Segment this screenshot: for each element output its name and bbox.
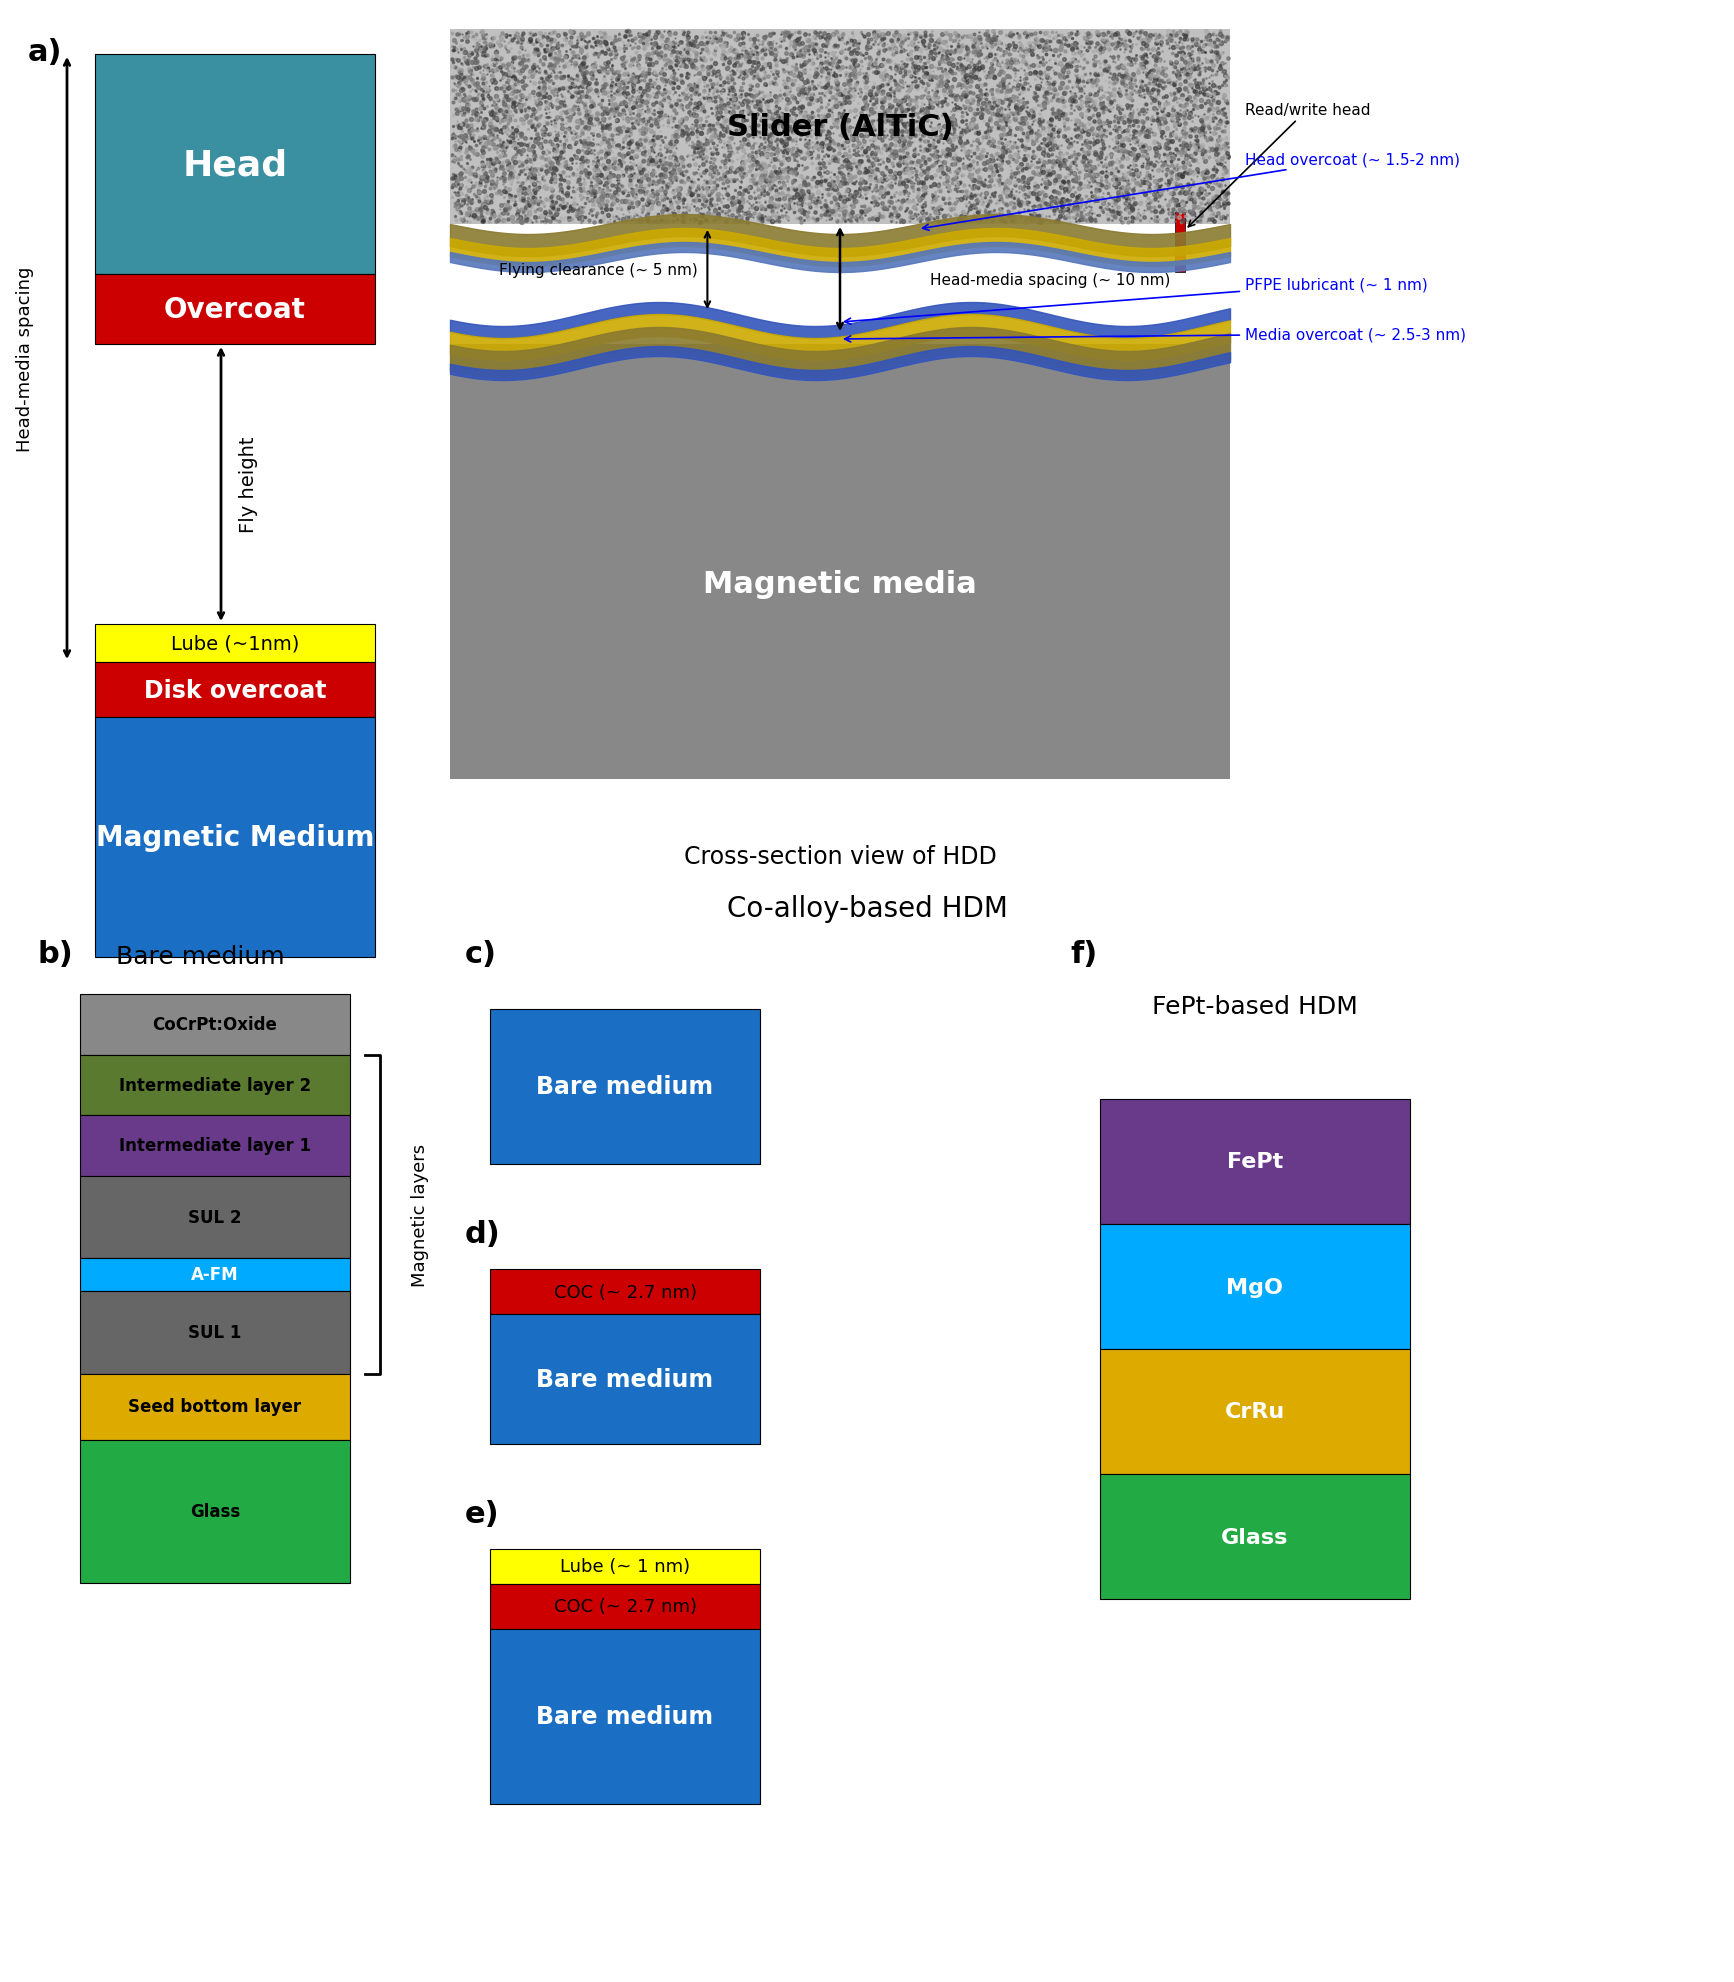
Text: Media overcoat (~ 2.5-3 nm): Media overcoat (~ 2.5-3 nm) <box>844 327 1465 343</box>
Text: Fly height: Fly height <box>239 436 258 533</box>
Text: Bare medium: Bare medium <box>536 1074 714 1098</box>
Text: COC (~ 2.7 nm): COC (~ 2.7 nm) <box>553 1597 697 1615</box>
Bar <box>1176 212 1184 274</box>
Text: c): c) <box>465 939 498 969</box>
Text: Cross-section view of HDD: Cross-section view of HDD <box>683 844 997 868</box>
Bar <box>1099 1225 1410 1350</box>
Text: Slider (AlTiC): Slider (AlTiC) <box>727 113 954 143</box>
Text: Magnetic Medium: Magnetic Medium <box>95 825 375 852</box>
Bar <box>95 624 375 662</box>
Text: Magnetic layers: Magnetic layers <box>411 1144 428 1286</box>
Bar <box>491 1009 759 1163</box>
Bar <box>95 717 375 957</box>
Text: a): a) <box>28 38 62 67</box>
Bar <box>491 1584 759 1629</box>
Text: e): e) <box>465 1498 499 1528</box>
Text: Head: Head <box>182 149 288 182</box>
Bar <box>80 1259 350 1292</box>
Bar <box>80 1116 350 1175</box>
Text: Bare medium: Bare medium <box>116 945 284 969</box>
Text: SUL 1: SUL 1 <box>189 1324 241 1342</box>
Text: Lube (~1nm): Lube (~1nm) <box>172 634 300 654</box>
Text: Overcoat: Overcoat <box>165 295 305 323</box>
Text: d): d) <box>465 1219 501 1249</box>
Bar <box>80 1439 350 1584</box>
Text: CoCrPt:Oxide: CoCrPt:Oxide <box>153 1015 277 1035</box>
Text: PFPE lubricant (~ 1 nm): PFPE lubricant (~ 1 nm) <box>844 277 1427 325</box>
Text: Disk overcoat: Disk overcoat <box>144 678 326 702</box>
Bar <box>451 345 1229 779</box>
Bar <box>491 1268 759 1314</box>
Text: FePt-based HDM: FePt-based HDM <box>1151 995 1358 1019</box>
Text: Magnetic media: Magnetic media <box>702 569 976 599</box>
Text: Glass: Glass <box>1221 1526 1288 1546</box>
Bar <box>451 30 1229 224</box>
Bar <box>80 1054 350 1116</box>
Text: CrRu: CrRu <box>1224 1401 1285 1421</box>
Text: COC (~ 2.7 nm): COC (~ 2.7 nm) <box>553 1282 697 1300</box>
Text: Head-media spacing: Head-media spacing <box>16 266 35 452</box>
Bar <box>80 1374 350 1439</box>
Bar <box>80 995 350 1054</box>
Text: Head-media spacing (~ 10 nm): Head-media spacing (~ 10 nm) <box>929 272 1170 287</box>
Bar <box>491 1629 759 1804</box>
Bar <box>80 1292 350 1374</box>
Text: Flying clearance (~ 5 nm): Flying clearance (~ 5 nm) <box>499 264 697 277</box>
Text: Glass: Glass <box>191 1502 239 1520</box>
Bar <box>491 1550 759 1584</box>
Bar <box>1099 1475 1410 1599</box>
Text: b): b) <box>38 939 75 969</box>
Bar <box>491 1314 759 1445</box>
Text: A-FM: A-FM <box>191 1266 239 1284</box>
Text: Co-alloy-based HDM: Co-alloy-based HDM <box>727 894 1007 922</box>
Bar <box>95 55 375 275</box>
Text: Lube (~ 1 nm): Lube (~ 1 nm) <box>560 1558 690 1576</box>
Bar <box>95 662 375 717</box>
Text: f): f) <box>1070 939 1098 969</box>
Text: Bare medium: Bare medium <box>536 1705 714 1728</box>
Text: Bare medium: Bare medium <box>536 1368 714 1391</box>
Text: Read/write head: Read/write head <box>1188 103 1370 228</box>
Text: SUL 2: SUL 2 <box>189 1209 241 1227</box>
Bar <box>1099 1100 1410 1225</box>
Text: Seed bottom layer: Seed bottom layer <box>128 1397 302 1415</box>
Bar <box>95 275 375 345</box>
Text: Intermediate layer 1: Intermediate layer 1 <box>120 1136 310 1156</box>
Bar <box>80 1175 350 1259</box>
Text: Intermediate layer 2: Intermediate layer 2 <box>120 1076 310 1094</box>
Bar <box>1099 1350 1410 1475</box>
Text: FePt: FePt <box>1228 1152 1283 1171</box>
Text: MgO: MgO <box>1226 1276 1283 1296</box>
Text: Head overcoat (~ 1.5-2 nm): Head overcoat (~ 1.5-2 nm) <box>922 153 1460 232</box>
